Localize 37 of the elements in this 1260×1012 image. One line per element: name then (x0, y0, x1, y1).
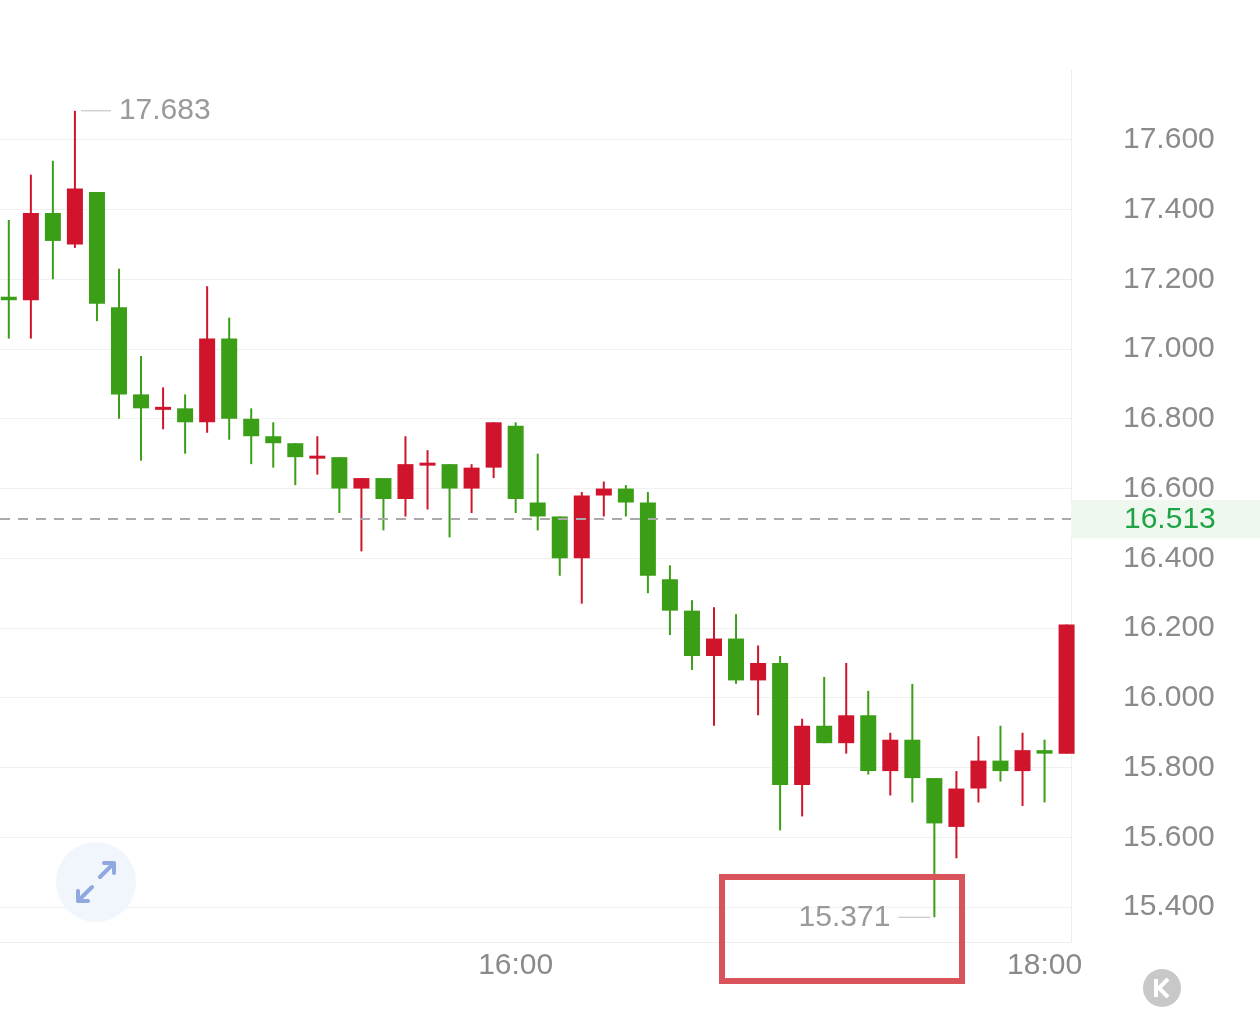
y-tick-label: 16.400 (1123, 539, 1215, 573)
y-tick-label: 16.800 (1123, 400, 1215, 434)
y-tick-label: 16.200 (1123, 609, 1215, 643)
candlestick (706, 606, 722, 727)
candlestick (617, 484, 634, 518)
candlestick (287, 442, 304, 487)
candlestick (750, 644, 767, 717)
candlestick (595, 480, 612, 518)
candlestick (265, 421, 282, 469)
y-tick-label: 16.600 (1123, 469, 1215, 503)
x-tick-label: 16:00 (478, 947, 554, 981)
y-tick-label: 15.800 (1123, 748, 1215, 782)
candlestick (816, 675, 833, 745)
candlestick (155, 386, 172, 431)
y-tick-label: 17.400 (1123, 190, 1215, 224)
candlestick (463, 463, 480, 514)
annotation: 15.371 (798, 898, 891, 932)
candlestick (177, 393, 194, 455)
candlestick (1036, 738, 1053, 804)
ref-line-label: 16.513 (1124, 501, 1216, 535)
candlestick (529, 452, 546, 532)
y-tick-label: 15.400 (1123, 888, 1215, 922)
y-tick-label: 17.600 (1123, 121, 1215, 155)
y-tick-label: 17.200 (1123, 260, 1215, 294)
y-tick-label: 17.000 (1123, 330, 1215, 364)
candlestick (353, 477, 370, 553)
candlestick (309, 435, 326, 476)
x-tick-label: 18:00 (1007, 947, 1083, 981)
y-tick-label: 16.000 (1123, 679, 1215, 713)
candlestick (243, 407, 260, 466)
candlestick (133, 355, 150, 462)
candlestick (375, 477, 392, 532)
y-tick-label: 15.600 (1123, 818, 1215, 852)
annotation: 17.683 (118, 92, 211, 126)
candlestick (419, 449, 436, 511)
candlestick (992, 724, 1009, 783)
candlestick (1014, 731, 1031, 807)
